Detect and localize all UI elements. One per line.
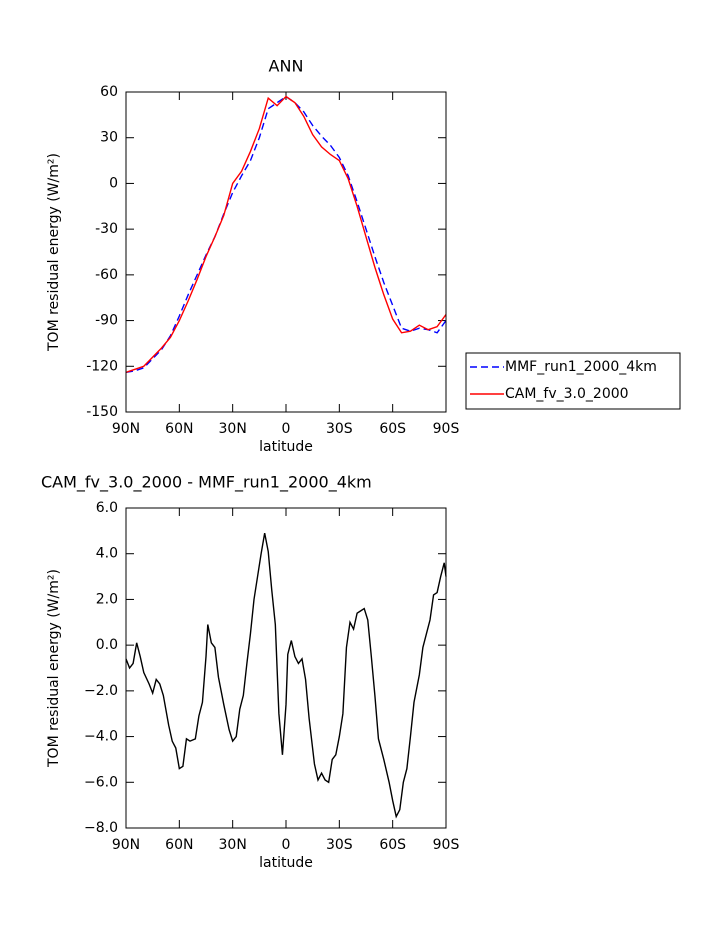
x-tick-label: 60N: [165, 837, 193, 853]
x-tick-label: 90S: [433, 837, 460, 853]
legend-label: MMF_run1_2000_4km: [505, 359, 657, 375]
data-line: [125, 95, 447, 374]
x-tick-label: 60S: [379, 837, 406, 853]
y-tick-label: 0.0: [96, 637, 118, 653]
y-axis-label: TOM residual energy (W/m²): [46, 569, 62, 768]
x-tick-label: 30N: [219, 421, 247, 437]
y-tick-label: 0: [109, 175, 118, 191]
x-tick-label: 0: [282, 421, 291, 437]
x-tick-label: 90N: [112, 837, 140, 853]
y-tick-label: −8.0: [84, 820, 118, 836]
y-tick-label: 6.0: [96, 500, 118, 516]
y-tick-label: 4.0: [96, 546, 118, 562]
y-tick-label: -30: [95, 221, 118, 237]
x-tick-label: 0: [282, 837, 291, 853]
legend-box: [465, 352, 681, 410]
x-tick-label: 90N: [112, 421, 140, 437]
y-tick-label: -150: [86, 404, 118, 420]
y-tick-label: 30: [100, 130, 118, 146]
legend-label: CAM_fv_3.0_2000: [505, 386, 629, 402]
data-line: [125, 533, 447, 819]
x-tick-label: 90S: [433, 421, 460, 437]
x-axis-label: latitude: [259, 439, 313, 455]
x-tick-label: 30S: [326, 837, 353, 853]
x-tick-label: 60S: [379, 421, 406, 437]
chart-title: ANN: [269, 57, 304, 76]
chart-title: CAM_fv_3.0_2000 - MMF_run1_2000_4km: [41, 473, 372, 493]
data-line: [125, 95, 447, 374]
x-tick-label: 60N: [165, 421, 193, 437]
y-tick-label: -120: [86, 358, 118, 374]
y-tick-label: -60: [95, 267, 118, 283]
y-tick-label: −4.0: [84, 729, 118, 745]
y-axis-label: TOM residual energy (W/m²): [46, 153, 62, 352]
y-tick-label: 60: [100, 84, 118, 100]
plot-frame: [125, 507, 447, 829]
x-tick-label: 30N: [219, 837, 247, 853]
y-tick-label: −2.0: [84, 683, 118, 699]
y-tick-label: -90: [95, 313, 118, 329]
x-axis-label: latitude: [259, 855, 313, 871]
x-tick-label: 30S: [326, 421, 353, 437]
y-tick-label: −6.0: [84, 774, 118, 790]
y-tick-label: 2.0: [96, 591, 118, 607]
plot-frame: [125, 91, 447, 413]
